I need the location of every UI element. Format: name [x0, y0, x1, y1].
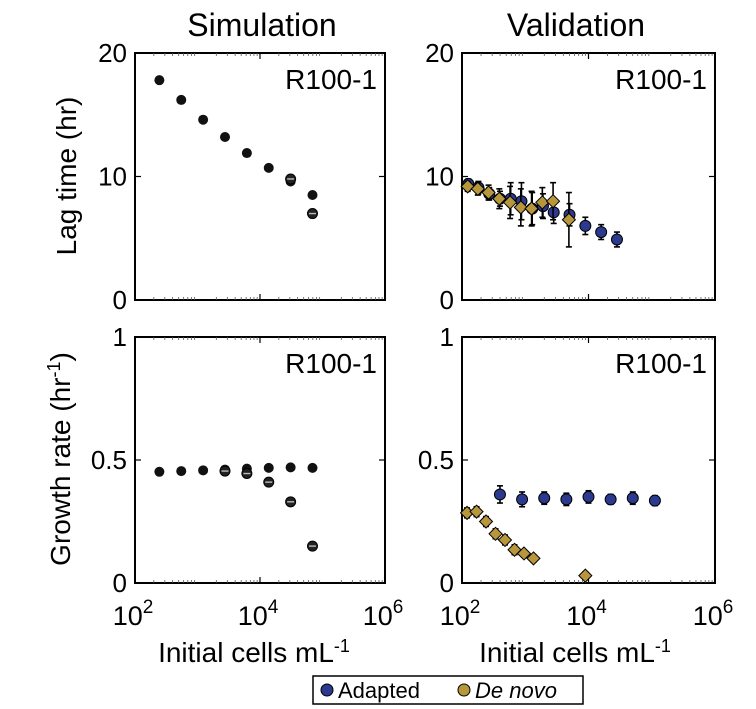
point-adapted — [610, 233, 623, 246]
legend-box — [312, 675, 584, 705]
point-adapted — [516, 493, 529, 506]
xlabel-sim-base: Initial cells mL — [158, 637, 334, 668]
x-tick-base: 10 — [363, 601, 393, 631]
xlabel-sim-sup: -1 — [334, 636, 350, 656]
ylabel-lag-time: Lag time (hr) — [51, 97, 82, 256]
point-sim-upper — [285, 462, 296, 473]
x-tick-label: 102 — [113, 597, 154, 631]
point-adapted — [560, 493, 573, 506]
xlabel-validation: Initial cells mL-1 — [479, 636, 671, 668]
panel-tag: R100-1 — [615, 348, 707, 379]
point-sim-upper — [176, 466, 187, 477]
panel-tag: R100-1 — [615, 64, 707, 95]
x-tick-label: 102 — [440, 597, 481, 631]
point-denovo — [535, 195, 550, 210]
col-title-validation: Validation — [507, 7, 645, 43]
point-denovo — [516, 546, 532, 561]
panel-simulation-lag: 0 10 20 R100-1 — [98, 38, 386, 315]
legend-adapted-label: Adapted — [338, 678, 420, 703]
y-tick-label: 1 — [440, 322, 454, 352]
panel-validation-lag: 0 10 20 R100-1 — [425, 38, 716, 315]
y-tick-label: 10 — [98, 162, 127, 192]
xlabel-val-sup: -1 — [655, 636, 671, 656]
point-adapted — [604, 493, 617, 506]
y-tick-label: 0 — [440, 568, 454, 598]
point-denovo — [492, 191, 507, 206]
y-tick-label: 0 — [440, 285, 454, 315]
x-tick-base: 10 — [238, 601, 268, 631]
y-tick-label: 0.5 — [91, 445, 127, 475]
point-sim-upper — [220, 131, 230, 142]
y-tick-label: 1 — [113, 322, 127, 352]
point-denovo — [481, 185, 496, 200]
x-tick-base: 10 — [440, 601, 470, 631]
point-sim-upper — [263, 162, 274, 173]
panel-tag: R100-1 — [285, 348, 377, 379]
x-tick-exponent: 2 — [143, 597, 154, 618]
y-tick-label: 20 — [98, 38, 127, 68]
point-sim-upper — [241, 148, 252, 159]
point-sim-upper — [307, 190, 318, 201]
ylabel-growth-end: ) — [45, 352, 76, 361]
point-sim-upper — [154, 75, 165, 86]
ylabel-growth-rate: Growth rate (hr-1) — [44, 352, 76, 566]
point-denovo — [502, 195, 518, 210]
y-tick-label: 0.5 — [418, 445, 454, 475]
point-denovo — [460, 179, 475, 194]
point-adapted — [648, 494, 661, 507]
point-adapted — [595, 226, 608, 239]
point-denovo — [478, 514, 494, 529]
col-title-simulation: Simulation — [187, 7, 336, 43]
y-tick-label: 20 — [425, 38, 454, 68]
point-adapted — [538, 492, 551, 505]
point-denovo — [524, 201, 539, 216]
xlabel-simulation: Initial cells mL-1 — [158, 636, 350, 668]
x-tick-exponent: 2 — [470, 597, 481, 618]
point-denovo — [578, 568, 593, 583]
point-sim-upper — [198, 114, 209, 125]
point-denovo — [488, 526, 503, 542]
x-tick-base: 10 — [566, 601, 596, 631]
legend-adapted-marker — [320, 683, 334, 697]
point-denovo — [561, 212, 577, 227]
point-denovo — [497, 532, 513, 548]
point-denovo — [470, 181, 486, 197]
point-denovo — [526, 551, 541, 566]
point-sim-upper — [154, 466, 165, 477]
x-tick-label: 106 — [363, 597, 404, 631]
x-tick-exponent: 4 — [268, 597, 279, 618]
ylabel-growth-base: Growth rate (hr — [45, 378, 76, 566]
point-adapted — [626, 492, 639, 505]
point-adapted — [493, 488, 506, 501]
xlabel-val-base: Initial cells mL — [479, 637, 655, 668]
ylabel-growth-sup: -1 — [44, 362, 64, 378]
legend-denovo-marker — [457, 683, 471, 697]
x-tick-exponent: 6 — [723, 597, 734, 618]
point-adapted — [579, 219, 592, 232]
x-tick-base: 10 — [113, 601, 143, 631]
point-denovo — [513, 200, 529, 215]
x-tick-base: 10 — [693, 601, 723, 631]
point-adapted — [582, 490, 595, 503]
x-tick-label: 104 — [566, 597, 607, 631]
x-tick-exponent: 4 — [596, 597, 607, 618]
point-sim-upper — [176, 94, 187, 105]
legend: Adapted De novo — [312, 675, 584, 705]
point-sim-upper — [198, 465, 209, 476]
y-tick-label: 10 — [425, 162, 454, 192]
y-tick-label: 0 — [113, 285, 127, 315]
point-denovo — [469, 504, 484, 519]
point-denovo — [545, 193, 561, 209]
point-sim-upper — [307, 462, 318, 473]
panel-tag: R100-1 — [285, 64, 377, 95]
legend-denovo-label: De novo — [475, 678, 557, 703]
x-tick-label: 104 — [238, 597, 279, 631]
x-tick-label: 106 — [693, 597, 734, 631]
x-tick-exponent: 6 — [393, 597, 404, 618]
y-tick-label: 0 — [113, 568, 127, 598]
point-sim-upper — [263, 462, 274, 473]
